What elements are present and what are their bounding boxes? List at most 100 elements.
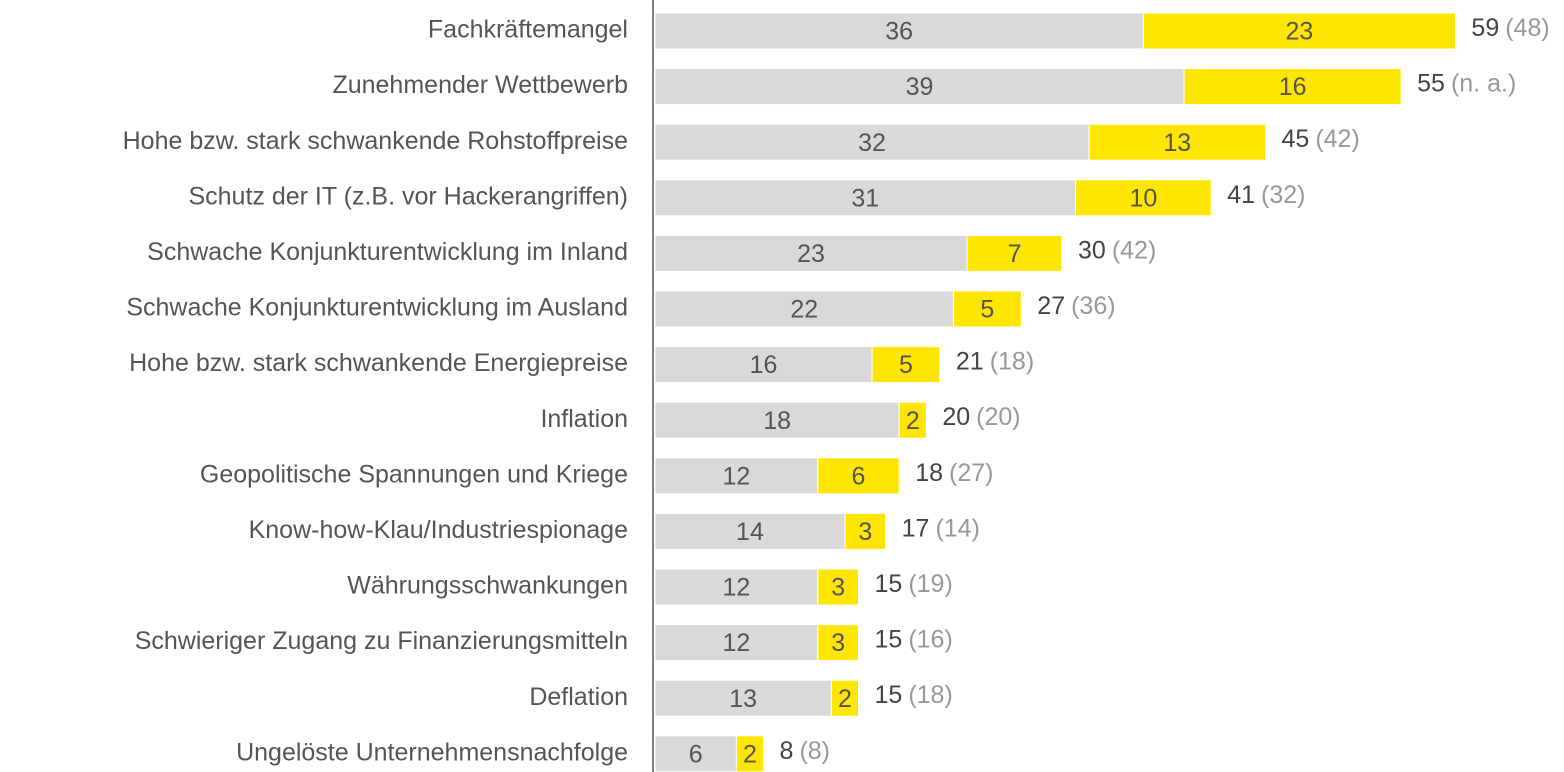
bar-value-label: 3 [858,518,872,546]
category-label: Währungsschwankungen [347,572,628,600]
bar-segment [1088,123,1266,161]
bar-segment [654,624,819,662]
bar-value-label: 13 [1163,129,1191,157]
previous-value: (14) [935,514,979,542]
bar-segment [1075,179,1212,217]
previous-value: (20) [976,403,1020,431]
category-label: Know-how-Klau/Industriespionage [249,516,628,544]
bar-value-label: 5 [899,351,913,379]
total-value: 20 [942,403,970,431]
category-label: Deflation [529,683,628,711]
total-value: 21 [956,347,984,375]
total-label: 18 (27) [915,458,993,486]
bar-segment [735,735,765,772]
total-value: 15 [875,681,903,709]
bar-segment [654,68,1185,106]
bar-segment [654,512,846,550]
bar-segment [966,234,1063,272]
category-label: Schwieriger Zugang zu Finanzierungsmitte… [135,627,628,655]
bar-value-label: 16 [1279,73,1307,101]
total-value: 27 [1037,292,1065,320]
total-label: 17 (14) [902,514,980,542]
total-label: 20 (20) [942,403,1020,431]
bar-value-label: 2 [906,407,920,435]
category-label: Inflation [540,405,628,433]
total-label: 45 (42) [1282,125,1360,153]
category-label: Ungelöste Unternehmensnachfolge [236,738,628,766]
bar-segment [817,624,859,662]
bar-value-label: 3 [831,574,845,602]
bar-segment [844,512,887,550]
bar-value-label: 32 [858,129,886,157]
total-value: 18 [915,458,943,486]
bar-value-label: 6 [689,740,703,768]
total-value: 17 [902,514,930,542]
bar-value-label: 7 [1008,240,1022,268]
bar-segment [654,346,873,384]
bar-segment [654,735,737,772]
category-label: Schwache Konjunkturentwicklung im Auslan… [126,294,628,322]
bar-segment [817,568,859,606]
category-label: Zunehmender Wettbewerb [332,71,628,99]
category-label: Schutz der IT (z.B. vor Hackerangriffen) [188,182,628,210]
total-label: 15 (19) [875,570,953,598]
previous-value: (32) [1261,180,1305,208]
previous-value: (42) [1315,125,1359,153]
bar-value-label: 2 [838,685,852,713]
bar-value-label: 23 [797,240,825,268]
bar-value-label: 14 [736,518,764,546]
bar-segment [654,290,954,328]
category-label: Hohe bzw. stark schwankende Energiepreis… [129,349,628,377]
bar-value-label: 16 [750,351,778,379]
previous-value: (18) [990,347,1034,375]
bar-segment [898,401,927,439]
bar-value-label: 10 [1129,184,1157,212]
bar-value-label: 22 [790,296,818,324]
previous-value: (42) [1112,236,1156,264]
bar-value-label: 2 [743,740,757,768]
total-label: 59 (48) [1471,14,1549,42]
bar-value-label: 3 [831,629,845,657]
bar-value-label: 12 [722,462,750,490]
bar-segment [1142,12,1456,50]
total-value: 8 [780,736,794,764]
bar-value-label: 12 [722,629,750,657]
total-value: 15 [875,625,903,653]
total-value: 41 [1227,180,1255,208]
bar-value-label: 39 [906,73,934,101]
category-label: Fachkräftemangel [428,16,628,44]
category-label: Schwache Konjunkturentwicklung im Inland [147,238,628,266]
bar-segment [1183,68,1402,106]
category-label: Geopolitische Spannungen und Kriege [200,460,628,488]
bar-segment [654,234,968,272]
total-value: 30 [1078,236,1106,264]
total-label: 41 (32) [1227,180,1305,208]
bar-value-label: 5 [980,296,994,324]
total-label: 15 (16) [875,625,953,653]
bar-value-label: 36 [885,18,913,46]
bar-segment [654,568,819,606]
category-label: Hohe bzw. stark schwankende Rohstoffprei… [123,127,628,155]
total-label: 8 (8) [780,736,830,764]
bar-segment [830,679,859,717]
total-label: 27 (36) [1037,292,1115,320]
bar-value-label: 23 [1286,18,1314,46]
previous-value: (48) [1505,14,1549,42]
total-label: 15 (18) [875,681,953,709]
previous-value: (19) [908,570,952,598]
bar-segment [952,290,1022,328]
total-label: 21 (18) [956,347,1034,375]
bar-segment [817,457,900,495]
previous-value: (27) [949,458,993,486]
previous-value: (8) [799,736,830,764]
bar-segment [654,457,819,495]
total-value: 59 [1471,14,1499,42]
total-value: 55 [1417,69,1445,97]
bar-value-label: 31 [851,184,879,212]
bar-value-label: 12 [722,574,750,602]
bar-value-label: 18 [763,407,791,435]
bar-segment [654,401,900,439]
bar-value-label: 13 [729,685,757,713]
total-value: 15 [875,570,903,598]
